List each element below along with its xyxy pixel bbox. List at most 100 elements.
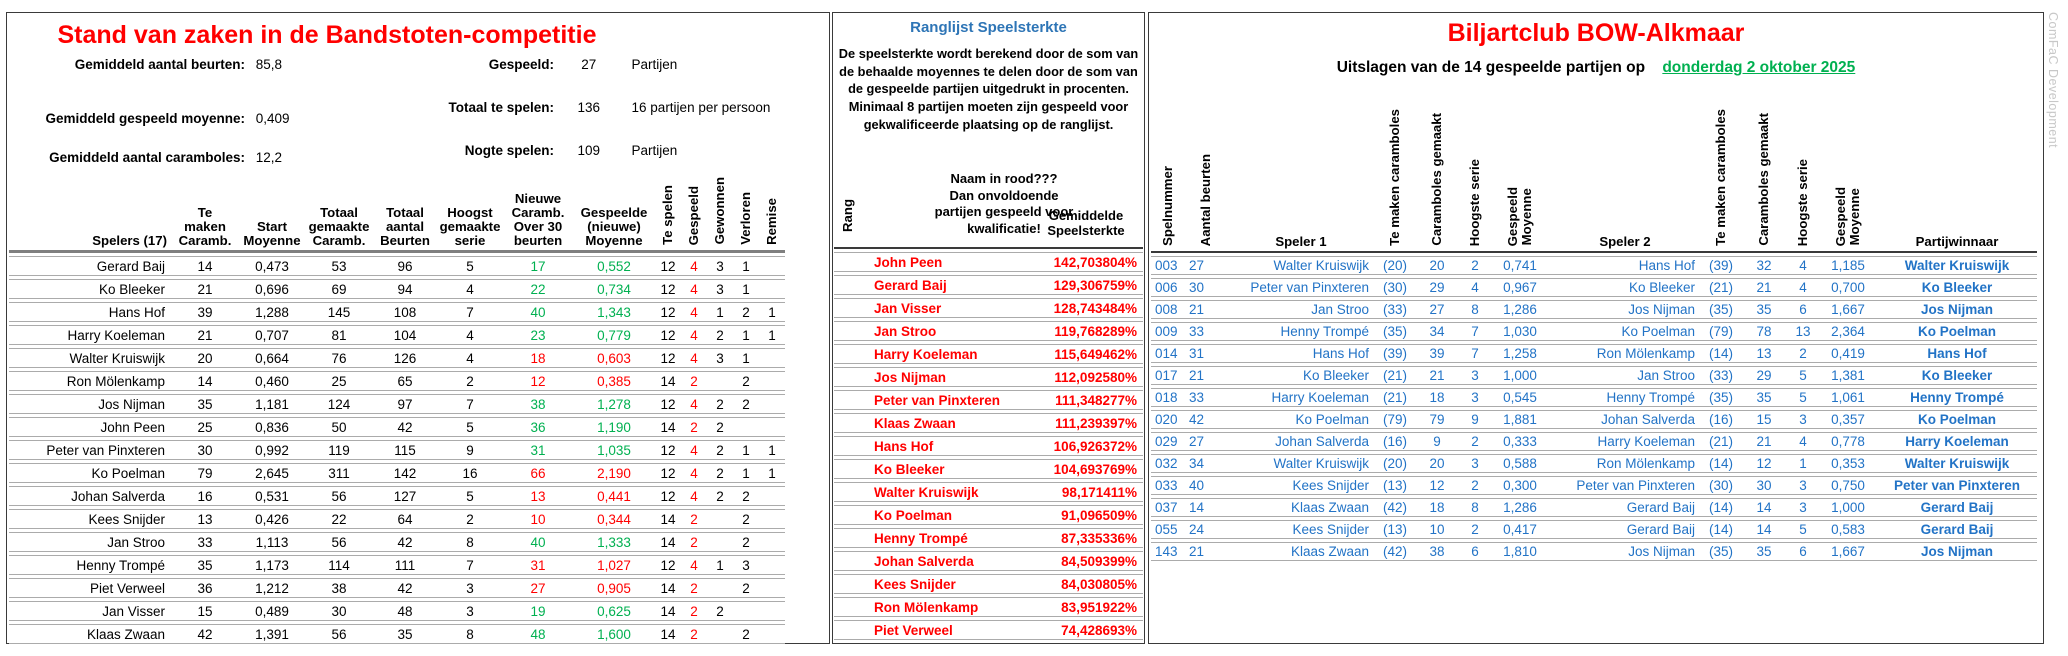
stat-label: Gespeeld: — [488, 57, 554, 72]
serie-cell: 3 — [437, 578, 503, 598]
col-hoogste-serie: Hoogst gemaakte serie — [437, 164, 503, 253]
p1_moy-cell: 0,300 — [1491, 476, 1549, 495]
p2_doel-cell: (21) — [1701, 278, 1741, 297]
verl-cell: 2 — [733, 394, 759, 414]
name-cell: Jan Visser — [9, 601, 171, 621]
name-cell: Johan Salverda — [9, 486, 171, 506]
p1_car-cell: 18 — [1415, 388, 1459, 407]
beurten-cell: 33 — [1185, 388, 1227, 407]
col-speler-2: Speler 2 — [1549, 105, 1701, 253]
pct-cell: 142,703804% — [1038, 252, 1143, 272]
moy-cell: 0,385 — [573, 371, 655, 391]
tot_beur-cell: 64 — [373, 509, 437, 529]
p1_car-cell: 9 — [1415, 432, 1459, 451]
name-cell: Henny Trompé — [870, 528, 1038, 548]
results-date-link[interactable]: donderdag 2 oktober 2025 — [1662, 59, 1856, 76]
p1_serie-cell: 9 — [1459, 410, 1491, 429]
results-subtitle-text: Uitslagen van de 14 gespeelde partijen o… — [1336, 59, 1646, 76]
col-te-maken: Te maken Caramb. — [171, 164, 239, 253]
pct-cell: 104,693769% — [1038, 459, 1143, 479]
p2_moy-cell: 0,778 — [1819, 432, 1877, 451]
name-cell: Kees Snijder — [870, 574, 1038, 594]
gespeeld-cell: 4 — [681, 279, 707, 299]
tot_beur-cell: 97 — [373, 394, 437, 414]
col-start-moyenne: Start Moyenne — [239, 164, 305, 253]
nieuw-cell: 10 — [503, 509, 573, 529]
p1_car-cell: 20 — [1415, 256, 1459, 275]
nr-cell: 008 — [1151, 300, 1185, 319]
table-row: Johan Salverda 84,509399% — [834, 551, 1143, 571]
te_spelen-cell: 12 — [655, 325, 681, 345]
col-caramboles-gemaakt-2: Caramboles gemaakt — [1741, 105, 1787, 253]
col-hoogste-serie-1: Hoogste serie — [1459, 105, 1491, 253]
tot_beur-cell: 42 — [373, 532, 437, 552]
verl-cell: 2 — [733, 532, 759, 552]
col-aantal-beurten: Aantal beurten — [1185, 105, 1227, 253]
rang-cell — [834, 298, 870, 318]
p2_car-cell: 32 — [1741, 256, 1787, 275]
te_spelen-cell: 14 — [655, 601, 681, 621]
te_spelen-cell: 12 — [655, 302, 681, 322]
p2_serie-cell: 5 — [1787, 366, 1819, 385]
col-te-spelen: Te spelen — [655, 164, 681, 253]
stat-label: Totaal te spelen: — [448, 100, 554, 115]
p1_doel-cell: (33) — [1375, 300, 1415, 319]
nieuw-cell: 18 — [503, 348, 573, 368]
table-row: Klaas Zwaan 111,239397% — [834, 413, 1143, 433]
p1_moy-cell: 0,417 — [1491, 520, 1549, 539]
p2_doel-cell: (33) — [1701, 366, 1741, 385]
pct-cell: 112,092580% — [1038, 367, 1143, 387]
table-row: Kees Snijder 84,030805% — [834, 574, 1143, 594]
p1_doel-cell: (42) — [1375, 542, 1415, 561]
name-cell: Jos Nijman — [870, 367, 1038, 387]
pct-cell: 111,239397% — [1038, 413, 1143, 433]
rem-cell — [759, 394, 785, 414]
table-row: Harry Koeleman 115,649462% — [834, 344, 1143, 364]
p2_serie-cell: 1 — [1787, 454, 1819, 473]
table-row: Ko Poelman 91,096509% — [834, 505, 1143, 525]
col-te-maken-caramboles-2: Te maken caramboles — [1701, 105, 1741, 253]
te_maken-cell: 20 — [171, 348, 239, 368]
p1_moy-cell: 1,030 — [1491, 322, 1549, 341]
p1_doel-cell: (21) — [1375, 366, 1415, 385]
p1_moy-cell: 0,545 — [1491, 388, 1549, 407]
start-cell: 0,707 — [239, 325, 305, 345]
serie-cell: 2 — [437, 509, 503, 529]
p1_doel-cell: (16) — [1375, 432, 1415, 451]
table-row: Ron Mölenkamp 14 0,460 25 65 2 12 0,385 14 2 2 — [9, 371, 785, 391]
p2_doel-cell: (79) — [1701, 322, 1741, 341]
table-row: 009 33 Henny Trompé (35) 34 7 1,030 Ko Poelman(… — [1151, 322, 2037, 341]
gespeeld-cell: 2 — [681, 532, 707, 552]
rem-cell — [759, 486, 785, 506]
beurten-cell: 31 — [1185, 344, 1227, 363]
p1_doel-cell: (13) — [1375, 520, 1415, 539]
p2-cell: Jos Nijman — [1549, 300, 1701, 319]
rem-cell — [759, 624, 785, 644]
p1_serie-cell: 8 — [1459, 300, 1491, 319]
p1_doel-cell: (21) — [1375, 388, 1415, 407]
p1_car-cell: 38 — [1415, 542, 1459, 561]
p1_car-cell: 79 — [1415, 410, 1459, 429]
p1_doel-cell: (20) — [1375, 256, 1415, 275]
name-cell: Klaas Zwaan — [870, 413, 1038, 433]
p2_moy-cell: 0,419 — [1819, 344, 1877, 363]
p2_doel-cell: (14) — [1701, 498, 1741, 517]
stat-value: 27 — [581, 57, 597, 72]
table-row: John Peen 25 0,836 50 42 5 36 1,190 14 2 2 — [9, 417, 785, 437]
stat-avg-beurten: Gemiddeld aantal beurten: 85,8 — [7, 57, 282, 72]
rang-cell — [834, 551, 870, 571]
name-cell: Harry Koeleman — [9, 325, 171, 345]
rang-cell — [834, 321, 870, 341]
p2_moy-cell: 1,061 — [1819, 388, 1877, 407]
start-cell: 0,531 — [239, 486, 305, 506]
nieuw-cell: 38 — [503, 394, 573, 414]
name-cell: Ko Bleeker — [9, 279, 171, 299]
nr-cell: 020 — [1151, 410, 1185, 429]
moy-cell: 1,278 — [573, 394, 655, 414]
table-row: 003 27 Walter Kruiswijk (20) 20 2 0,741 Hans Ho… — [1151, 256, 2037, 275]
moy-cell: 0,603 — [573, 348, 655, 368]
gew-cell: 2 — [707, 394, 733, 414]
p1-cell: Johan Salverda — [1227, 432, 1375, 451]
te_maken-cell: 35 — [171, 394, 239, 414]
competition-title: Stand van zaken in de Bandstoten-competi… — [57, 21, 597, 49]
